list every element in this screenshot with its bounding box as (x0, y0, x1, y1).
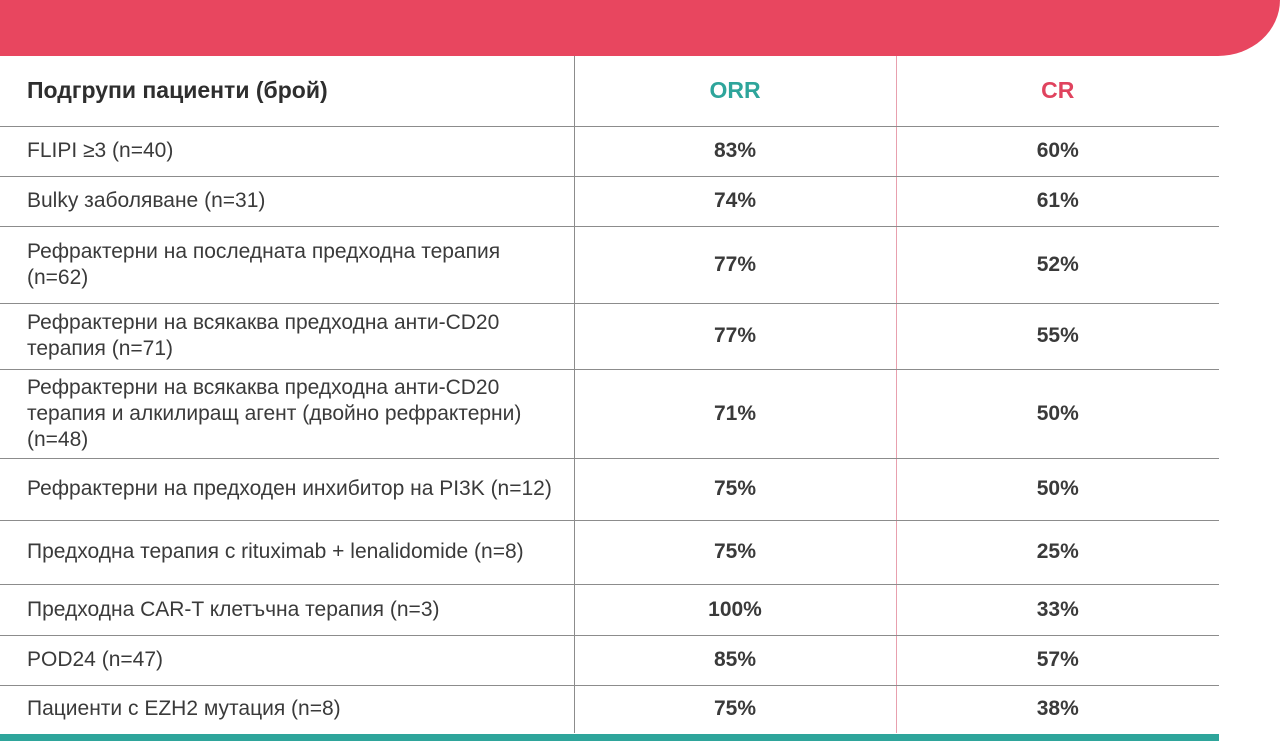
top-banner (0, 0, 1280, 56)
orr-value: 77% (574, 303, 897, 370)
cr-value: 38% (1036, 697, 1079, 721)
subgroup-label: Предходна CAR-T клетъчна терапия (n=3) (0, 584, 575, 636)
subgroup-label: FLIPI ≥3 (n=40) (0, 126, 575, 177)
orr-value: 71% (574, 369, 897, 459)
subgroup-label: Рефрактерни на последната предходна тера… (0, 226, 575, 304)
orr-value: 74% (574, 176, 897, 227)
orr-value: 75% (574, 685, 897, 733)
bottom-accent-bar (0, 734, 1219, 741)
subgroup-label: Рефрактерни на предходен инхибитор на PI… (0, 458, 575, 521)
orr-value: 75% (574, 458, 897, 521)
cr-value: 61% (896, 176, 1219, 227)
table-row: Пациенти с EZH2 мутация (n=8) 75% 38% (0, 685, 1219, 733)
table-row: Рефрактерни на всякаква предходна анти-C… (0, 303, 1219, 370)
cr-value: 60% (896, 126, 1219, 177)
cr-value: 25% (896, 520, 1219, 585)
subgroup-label: Bulky заболяване (n=31) (0, 176, 575, 227)
cr-value: 57% (896, 635, 1219, 686)
table-row: Bulky заболяване (n=31) 74% 61% (0, 176, 1219, 227)
table-row: Рефрактерни на предходен инхибитор на PI… (0, 458, 1219, 521)
orr-value: 75% (574, 520, 897, 585)
subgroup-label: Рефрактерни на всякаква предходна анти-C… (0, 303, 575, 370)
cr-column-header: CR (896, 56, 1219, 127)
table-row: Рефрактерни на всякаква предходна анти-C… (0, 369, 1219, 459)
cr-value: 33% (896, 584, 1219, 636)
orr-value: 83% (574, 126, 897, 177)
table-row: POD24 (n=47) 85% 57% (0, 635, 1219, 686)
orr-value: 77% (574, 226, 897, 304)
cr-value: 50% (896, 369, 1219, 459)
subgroup-label: Рефрактерни на всякаква предходна анти-C… (0, 369, 575, 459)
subgroup-label: Пациенти с EZH2 мутация (n=8) (0, 685, 575, 733)
subgroup-results-table: Подгрупи пациенти (брой) ORR CR FLIPI ≥3… (0, 56, 1219, 733)
subgroup-label: Предходна терапия с rituximab + lenalido… (0, 520, 575, 585)
subgroup-label: POD24 (n=47) (0, 635, 575, 686)
subgroup-column-header: Подгрупи пациенти (брой) (0, 56, 575, 127)
orr-value: 100% (574, 584, 897, 636)
table-row: Предходна терапия с rituximab + lenalido… (0, 520, 1219, 585)
table-row: Предходна CAR-T клетъчна терапия (n=3) 1… (0, 584, 1219, 636)
cr-value: 50% (896, 458, 1219, 521)
cr-value: 55% (896, 303, 1219, 370)
table-header-row: Подгрупи пациенти (брой) ORR CR (0, 56, 1219, 127)
cr-value: 52% (896, 226, 1219, 304)
orr-value: 85% (574, 635, 897, 686)
orr-column-header: ORR (574, 56, 897, 127)
table-row: FLIPI ≥3 (n=40) 83% 60% (0, 126, 1219, 177)
table-row: Рефрактерни на последната предходна тера… (0, 226, 1219, 304)
